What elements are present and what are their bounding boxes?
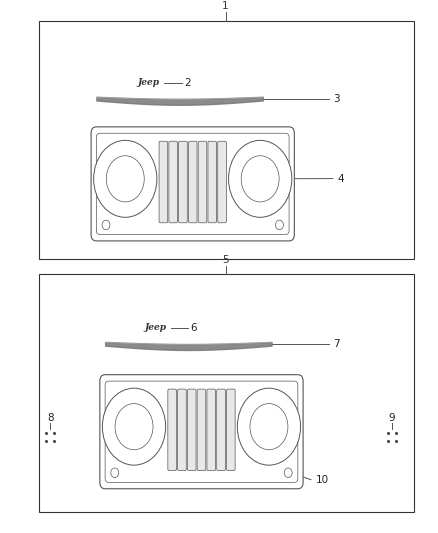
FancyBboxPatch shape bbox=[96, 133, 289, 235]
Circle shape bbox=[111, 468, 119, 478]
Text: Jeep: Jeep bbox=[145, 324, 166, 332]
FancyBboxPatch shape bbox=[218, 141, 226, 223]
FancyBboxPatch shape bbox=[208, 141, 216, 223]
Circle shape bbox=[94, 140, 157, 217]
Text: 4: 4 bbox=[337, 174, 344, 183]
FancyBboxPatch shape bbox=[207, 389, 215, 471]
FancyBboxPatch shape bbox=[198, 141, 207, 223]
FancyBboxPatch shape bbox=[105, 381, 298, 482]
Bar bbox=[39, 21, 414, 259]
FancyBboxPatch shape bbox=[217, 389, 225, 471]
FancyBboxPatch shape bbox=[159, 141, 168, 223]
FancyBboxPatch shape bbox=[188, 141, 197, 223]
Text: 10: 10 bbox=[315, 475, 328, 484]
Circle shape bbox=[250, 403, 288, 450]
FancyBboxPatch shape bbox=[100, 375, 303, 489]
Circle shape bbox=[284, 468, 292, 478]
Circle shape bbox=[241, 156, 279, 202]
Circle shape bbox=[106, 156, 144, 202]
Circle shape bbox=[102, 220, 110, 230]
FancyBboxPatch shape bbox=[169, 141, 177, 223]
FancyBboxPatch shape bbox=[179, 141, 187, 223]
Bar bbox=[39, 274, 414, 512]
Text: 6: 6 bbox=[191, 323, 197, 333]
FancyBboxPatch shape bbox=[226, 389, 235, 471]
Circle shape bbox=[115, 403, 153, 450]
Circle shape bbox=[102, 388, 166, 465]
Circle shape bbox=[229, 140, 292, 217]
Text: 1: 1 bbox=[222, 1, 229, 11]
Text: 7: 7 bbox=[333, 339, 339, 349]
Text: 9: 9 bbox=[389, 414, 396, 423]
FancyBboxPatch shape bbox=[187, 389, 196, 471]
Text: Jeep: Jeep bbox=[138, 78, 160, 87]
Circle shape bbox=[276, 220, 283, 230]
Text: 8: 8 bbox=[47, 414, 54, 423]
FancyBboxPatch shape bbox=[168, 389, 177, 471]
FancyBboxPatch shape bbox=[91, 127, 294, 241]
Text: 3: 3 bbox=[333, 94, 339, 103]
Text: 5: 5 bbox=[222, 255, 229, 265]
Circle shape bbox=[237, 388, 300, 465]
FancyBboxPatch shape bbox=[178, 389, 186, 471]
FancyBboxPatch shape bbox=[197, 389, 206, 471]
Text: 2: 2 bbox=[184, 78, 191, 87]
